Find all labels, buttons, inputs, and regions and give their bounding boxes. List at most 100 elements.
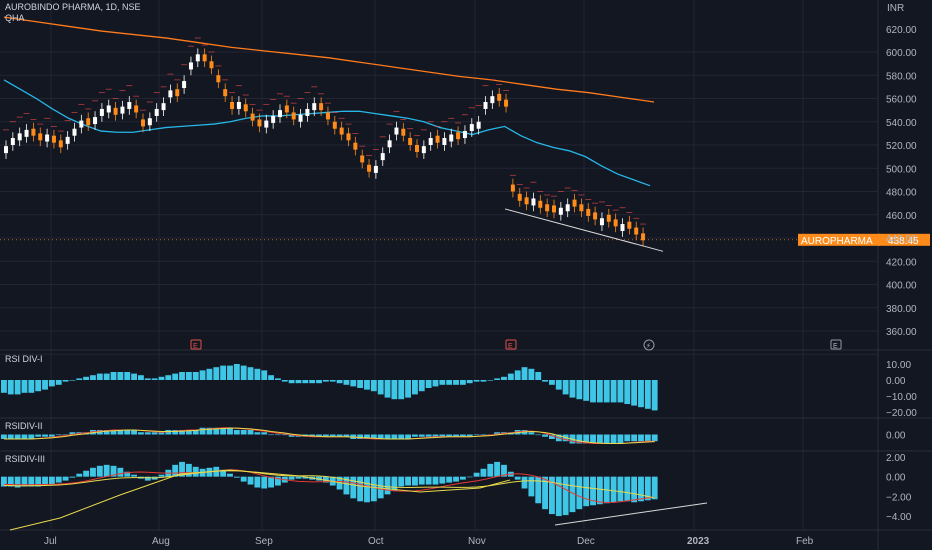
histogram-bar [151,378,158,380]
candle-body [428,138,433,145]
histogram-bar [549,380,555,385]
histogram-bar [233,430,240,435]
histogram-bar [610,434,617,444]
histogram-bar [638,380,644,408]
candle-body [305,108,310,116]
candle-body [127,101,132,109]
histogram-bar [638,434,644,442]
histogram-bar [21,380,28,393]
candle-body [421,146,426,154]
histogram-bar [35,380,42,392]
time-axis[interactable]: Jul Aug Sep Oct Nov Dec 2023 Feb [44,536,814,547]
histogram-bar [494,378,501,380]
histogram-bar [96,373,103,380]
histogram-bar [240,430,247,435]
candle-body [346,133,351,141]
candle-body [312,103,317,111]
indicator-tick-label: 10.00 [886,360,911,371]
histogram-bar [83,376,90,380]
histogram-bar [555,476,562,517]
histogram-bar [624,380,631,404]
candle-body [113,107,118,115]
histogram-bar [583,476,590,507]
histogram-bar [432,476,439,485]
histogram-bar [28,380,35,393]
histogram-bar [295,476,302,479]
symbol-title: AUROBINDO PHARMA, 1D, NSE [5,2,141,12]
price-tick-label: 360.00 [886,327,917,338]
earnings-icon [505,339,517,350]
candle-body [154,108,159,116]
histogram-bar [90,375,96,380]
time-tick-label: Sep [255,536,273,547]
histogram-bar [185,430,192,435]
histogram-bar [651,476,658,500]
histogram-bar [144,432,151,435]
histogram-bar [275,378,281,380]
histogram-bar [35,476,42,487]
histogram-bar [62,476,69,481]
histogram-bar [69,476,76,478]
histogram-bar [220,469,227,477]
histogram-bar [48,434,55,437]
histogram-bar [549,434,555,439]
indicator-tick-label: 0.00 [886,376,906,387]
histogram-bar [206,427,213,435]
histogram-bar [617,380,624,403]
rsi-div-1-pane[interactable]: 10.00 0.00 −10.00 −20.00 [1,360,917,419]
histogram-bar [562,380,569,395]
histogram-bar [76,473,83,477]
candle-body [216,75,221,83]
histogram-bar [370,476,377,502]
price-tick-label: 460.00 [886,211,917,222]
candle-body [168,90,173,98]
time-tick-label: Oct [368,536,384,547]
price-tick-label: 500.00 [886,164,917,175]
candle-body [401,128,406,136]
histogram-bar [569,380,576,398]
price-tick-label: 440.00 [886,234,917,245]
histogram-bar [69,432,76,435]
histogram-bar [14,434,21,439]
rsi-div-2-pane[interactable]: 0.00 [1,427,906,444]
candle-body [353,142,358,150]
candle-body [387,140,392,148]
histogram-bar [644,380,651,409]
candle-body [599,218,604,226]
candle-body [17,133,22,141]
histogram-bar [240,476,247,482]
histogram-bar [288,380,295,384]
histogram-bar [391,380,398,400]
rsi-div-3-pane[interactable]: 2.00 0.00 −2.00 −4.00 [1,453,912,531]
candle-body [476,121,481,129]
last-price-value: 438.45 [888,236,919,247]
histogram-bar [384,434,391,439]
histogram-bar [336,380,343,384]
earnings-icon [830,339,842,350]
histogram-bar [343,380,350,385]
histogram-bar [1,476,7,487]
histogram-bar [268,476,274,488]
histogram-bar [192,430,199,435]
histogram-bar [131,430,137,435]
histogram-bar [55,434,62,436]
histogram-bar [192,466,199,477]
price-axis[interactable]: 620.00 600.00 580.00 560.00 540.00 520.00 500.… [886,25,917,338]
histogram-bar [459,434,466,437]
histogram-bar [7,380,14,395]
histogram-bar [412,434,418,437]
histogram-bar [316,380,322,384]
main-pane[interactable]: AUROPHARMA 438.45 E E ⚡ E [0,16,930,351]
candle-body [339,127,344,135]
candle-body [552,205,556,213]
candle-body [120,106,125,114]
candle-body [613,219,618,227]
candle-body [367,164,372,172]
histogram-bar [651,434,658,442]
histogram-bar [364,434,370,439]
histogram-bar [446,434,453,437]
histogram-bar [542,380,548,382]
histogram-bar [103,373,110,380]
signal-line-long [9,469,511,531]
